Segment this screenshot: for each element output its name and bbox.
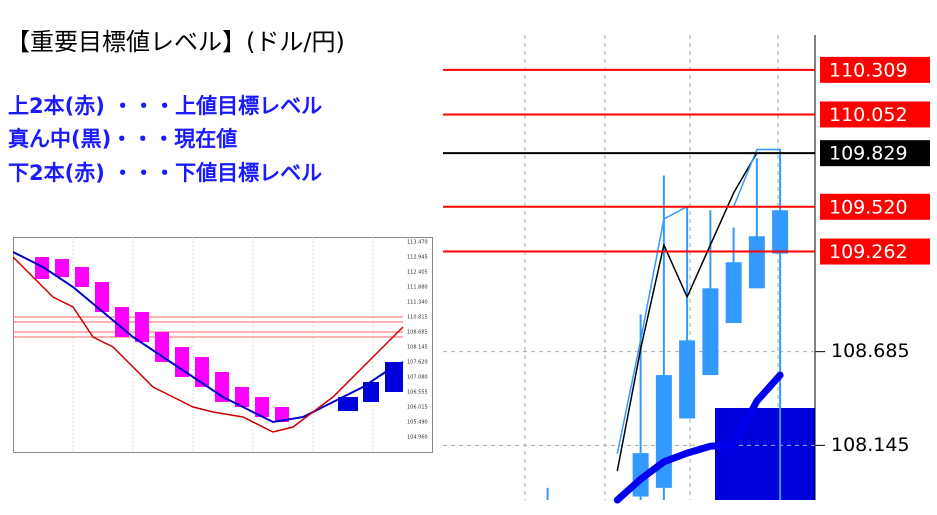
y-tick-label: 108.685 <box>831 340 910 362</box>
level-label: 110.309 <box>829 59 908 81</box>
level-label: 109.262 <box>829 241 908 263</box>
y-tick-label: 108.145 <box>831 434 910 456</box>
thumbnail-tick-label: 110.815 <box>407 315 428 321</box>
level-label: 109.520 <box>829 196 908 218</box>
candle-body <box>772 210 789 254</box>
thumbnail-tick-label: 105.490 <box>407 420 428 426</box>
title: 【重要目標値レベル】(ドル/円) <box>6 28 345 56</box>
thumbnail-tick-label: 113.470 <box>407 240 428 246</box>
indicator-line <box>616 152 758 472</box>
level-label-box <box>820 140 930 167</box>
candle-body <box>655 375 672 488</box>
thumbnail-price <box>13 256 404 433</box>
thumbnail-ticks: 113.470 112.945 112.405 111.880 111.340 110.8… <box>407 240 428 441</box>
level-label-box <box>820 193 930 220</box>
thumbnail-tick-label: 104.960 <box>407 435 428 441</box>
candle-body <box>725 262 742 324</box>
thumbnail-tick-label: 108.685 <box>407 330 428 336</box>
level-label: 109.829 <box>829 143 908 165</box>
candle-body <box>748 236 765 289</box>
thumbnail-levels <box>13 316 403 338</box>
level-label-box <box>820 101 930 128</box>
note: 真ん中(黒)・・・現在値 <box>8 127 238 151</box>
thumbnail-tick-label: 106.015 <box>407 405 428 411</box>
thumbnail-tick-label: 112.405 <box>407 270 428 276</box>
thumbnail-tick-label: 106.555 <box>407 390 428 396</box>
thumbnail-ma <box>13 251 404 424</box>
thumbnail-grid <box>72 237 374 453</box>
thumbnail-tick-label: 107.080 <box>407 375 428 381</box>
thumbnail-tick-label: 111.340 <box>407 300 428 306</box>
level-label: 110.052 <box>829 104 908 126</box>
level-label-box <box>820 56 930 83</box>
candle-body <box>679 340 696 419</box>
thumbnail-tick-label: 112.945 <box>407 255 428 261</box>
price-block <box>715 408 815 500</box>
note: 上2本(赤) ・・・上値目標レベル <box>8 94 323 118</box>
candle-body <box>702 288 719 376</box>
thumbnail-chart: 113.470 112.945 112.405 111.880 111.340 110.8… <box>13 237 433 453</box>
note: 下2本(赤) ・・・下値目標レベル <box>8 161 323 185</box>
thumbnail-tick-label: 108.145 <box>407 345 428 351</box>
thumbnail-tick-label: 111.880 <box>407 285 428 291</box>
thumbnail-tick-label: 107.620 <box>407 360 428 366</box>
level-label-box <box>820 238 930 265</box>
indicator-line <box>613 371 784 504</box>
